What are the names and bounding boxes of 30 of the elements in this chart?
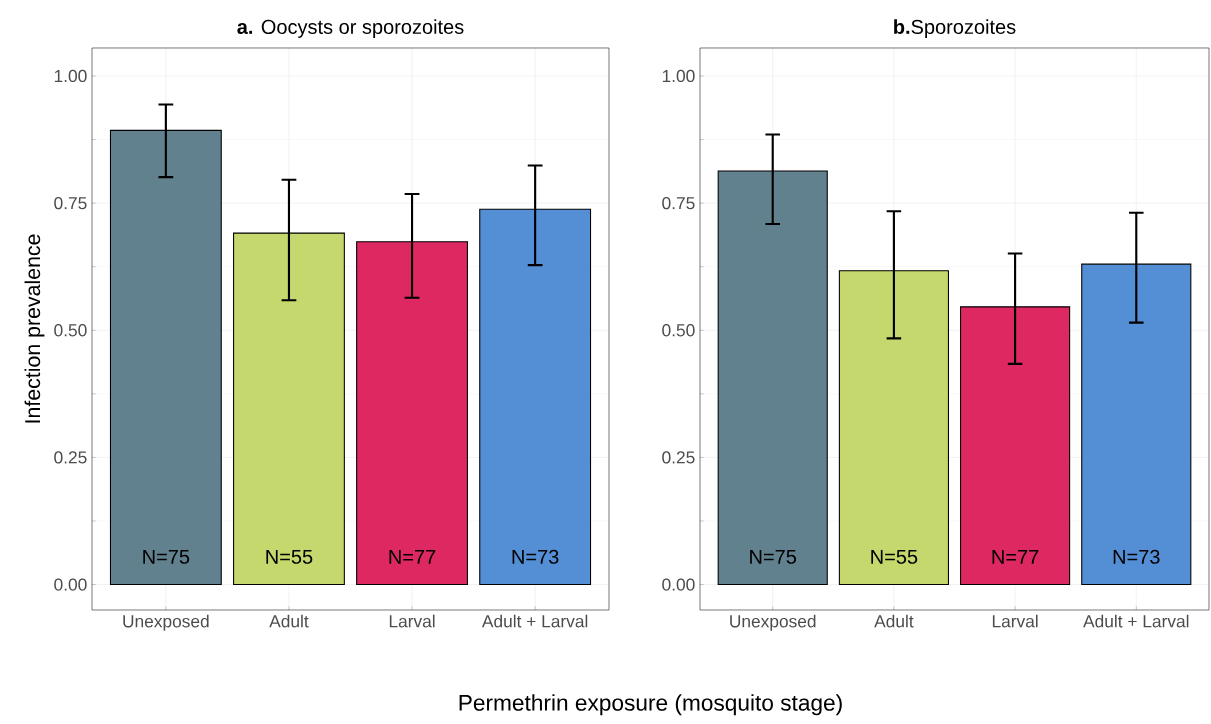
y-tick-label: 0.00 — [54, 578, 87, 591]
annotation: N=73 — [512, 549, 559, 564]
annotation: N=55 — [266, 549, 313, 564]
y-tick-label: 1.00 — [662, 69, 695, 83]
y-tick-label: 1.00 — [54, 69, 87, 83]
y-tick-label: 0.75 — [54, 196, 87, 210]
x-tick-label: Adult + Larval — [1083, 614, 1189, 628]
annotation: N=55 — [871, 549, 918, 564]
x-tick-label: Adult — [874, 614, 914, 628]
annotation: N=77 — [992, 550, 1039, 564]
y-tick-label: 0.50 — [54, 324, 87, 337]
y-tick-label: 0.50 — [662, 324, 695, 337]
annotation: N=75 — [143, 549, 190, 564]
annotation: N=73 — [1113, 549, 1160, 564]
y-axis-title: Infection prevalence — [24, 234, 45, 423]
x-tick-label: Unexposed — [730, 614, 816, 631]
chart-title: a. Oocysts or sporozoites — [237, 19, 464, 38]
annotation: N=75 — [750, 549, 797, 564]
x-tick-label: Larval — [992, 614, 1038, 628]
y-tick-label: 0.25 — [54, 451, 87, 464]
y-tick-label: 0.75 — [662, 196, 695, 210]
annotation: N=77 — [389, 550, 436, 564]
y-tick-label: 0.25 — [662, 451, 695, 464]
x-tick-label: Adult — [269, 614, 309, 628]
y-tick-label: 0.00 — [662, 578, 695, 591]
x-tick-label: Adult + Larval — [481, 614, 588, 628]
x-axis-title: Permethrin exposure (mosquito stage) — [459, 694, 842, 716]
x-tick-label: Unexposed — [123, 614, 209, 631]
chart-title: b.Sporozoites — [894, 19, 1016, 38]
x-tick-label: Larval — [389, 614, 435, 628]
